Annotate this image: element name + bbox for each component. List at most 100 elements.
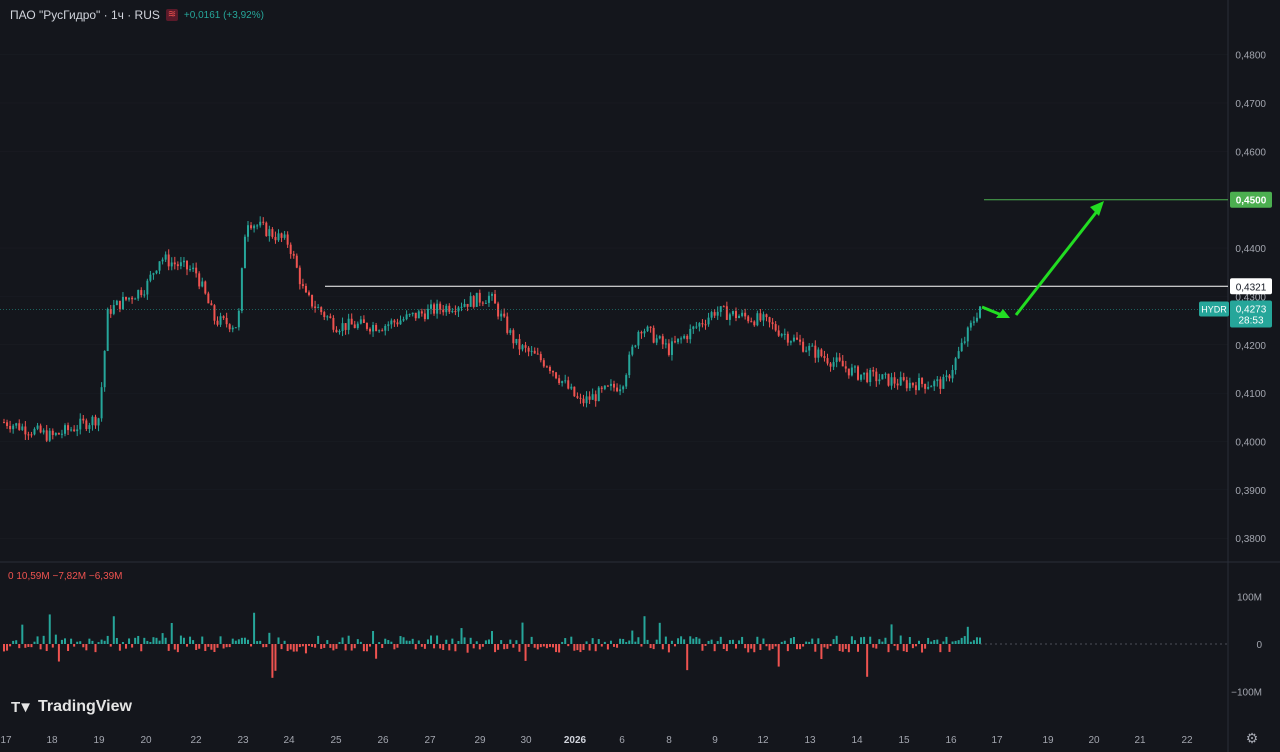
candle-up bbox=[341, 323, 344, 332]
volume-bar-up bbox=[347, 635, 350, 644]
volume-bar-up bbox=[436, 635, 439, 644]
candle-up bbox=[469, 296, 472, 307]
volume-bar-down bbox=[393, 644, 396, 650]
volume-bar-up bbox=[15, 640, 18, 644]
candle-down bbox=[274, 236, 277, 241]
candle-up bbox=[683, 335, 686, 339]
volume-bar-up bbox=[259, 640, 262, 644]
volume-bar-up bbox=[97, 642, 100, 644]
volume-bar-up bbox=[728, 640, 731, 644]
volume-bar-up bbox=[975, 637, 978, 644]
compare-icon[interactable]: ≋ bbox=[165, 9, 178, 21]
symbol-badge bbox=[1199, 301, 1229, 317]
candle-down bbox=[799, 339, 802, 342]
tradingview-logo[interactable]: T▼ TradingView bbox=[11, 698, 132, 716]
candle-down bbox=[131, 297, 134, 300]
volume-bar-down bbox=[594, 644, 597, 652]
candle-up bbox=[137, 290, 140, 299]
bar-countdown-label: 28:53 bbox=[1238, 315, 1263, 326]
candle-down bbox=[350, 318, 353, 325]
candle-up bbox=[783, 333, 786, 335]
volume-bar-down bbox=[924, 644, 927, 649]
candle-up bbox=[189, 269, 192, 271]
volume-bar-up bbox=[738, 640, 741, 644]
volume-bar-up bbox=[963, 636, 966, 644]
volume-bar-down bbox=[216, 644, 219, 648]
volume-bar-down bbox=[27, 644, 30, 647]
candle-down bbox=[344, 323, 347, 330]
candle-down bbox=[304, 285, 307, 293]
candle-down bbox=[332, 317, 335, 330]
volume-bar-up bbox=[115, 637, 118, 644]
volume-bar-down bbox=[902, 644, 905, 652]
volume-bar-up bbox=[689, 636, 692, 644]
candle-up bbox=[240, 268, 243, 311]
volume-bar-down bbox=[777, 644, 780, 667]
candle-down bbox=[82, 418, 85, 421]
candle-down bbox=[512, 330, 515, 344]
volume-bar-up bbox=[387, 640, 390, 644]
symbol-label: HYDR bbox=[1201, 304, 1227, 314]
candle-up bbox=[64, 425, 66, 434]
volume-bar-down bbox=[722, 644, 725, 649]
candle-down bbox=[924, 383, 927, 389]
candle-up bbox=[91, 416, 94, 426]
volume-bar-up bbox=[356, 639, 359, 644]
volume-bar-up bbox=[670, 640, 673, 644]
candle-up bbox=[158, 261, 161, 271]
volume-bar-down bbox=[414, 644, 417, 650]
symbol-title[interactable]: ПАО "РусГидро" · 1ч · RUS bbox=[10, 8, 160, 22]
candle-up bbox=[966, 327, 969, 342]
volume-bar-up bbox=[189, 636, 192, 644]
candle-up bbox=[201, 281, 204, 287]
volume-bar-down bbox=[472, 644, 475, 649]
volume-bar-down bbox=[573, 644, 576, 651]
volume-bar-down bbox=[24, 644, 27, 648]
volume-bar-up bbox=[359, 641, 362, 644]
time-tick-label: 16 bbox=[945, 735, 957, 746]
volume-bar-up bbox=[646, 639, 649, 644]
candle-down bbox=[667, 343, 670, 355]
gear-icon[interactable]: ⚙ bbox=[1245, 730, 1259, 746]
candle-up bbox=[619, 389, 622, 392]
volume-bar-up bbox=[597, 639, 600, 644]
volume-bar-down bbox=[332, 644, 335, 651]
volume-bar-down bbox=[866, 644, 869, 677]
candle-up bbox=[585, 396, 588, 404]
time-tick-label: 17 bbox=[0, 735, 12, 746]
candle-up bbox=[789, 341, 792, 343]
volume-bar-down bbox=[750, 644, 753, 649]
volume-bar-down bbox=[365, 644, 368, 652]
candle-down bbox=[826, 358, 829, 364]
candle-down bbox=[45, 430, 48, 441]
candle-down bbox=[323, 312, 326, 318]
volume-bar-up bbox=[243, 637, 246, 644]
volume-bar-up bbox=[792, 637, 795, 644]
volume-bar-down bbox=[85, 644, 88, 651]
volume-bar-up bbox=[860, 637, 863, 644]
volume-bar-down bbox=[207, 644, 210, 647]
volume-bar-up bbox=[134, 637, 137, 644]
volume-bar-down bbox=[433, 644, 436, 649]
volume-bar-up bbox=[487, 639, 490, 644]
candle-up bbox=[347, 318, 350, 330]
volume-bar-down bbox=[552, 644, 554, 648]
volume-bar-up bbox=[121, 641, 124, 644]
candle-up bbox=[792, 337, 795, 342]
volume-bar-down bbox=[420, 644, 423, 647]
volume-bar-down bbox=[613, 644, 615, 647]
candle-up bbox=[677, 338, 680, 343]
candle-up bbox=[951, 369, 954, 379]
candle-down bbox=[216, 320, 219, 325]
candle-down bbox=[109, 309, 112, 314]
candle-down bbox=[454, 311, 457, 313]
volume-bar-down bbox=[744, 644, 747, 649]
arrow-down-right-head bbox=[996, 309, 1010, 318]
volume-bar-up bbox=[966, 626, 969, 644]
candle-up bbox=[756, 313, 759, 326]
candle-up bbox=[637, 331, 640, 346]
volume-bar-down bbox=[51, 644, 54, 648]
candle-up bbox=[643, 331, 646, 334]
volume-bar-up bbox=[70, 638, 73, 644]
